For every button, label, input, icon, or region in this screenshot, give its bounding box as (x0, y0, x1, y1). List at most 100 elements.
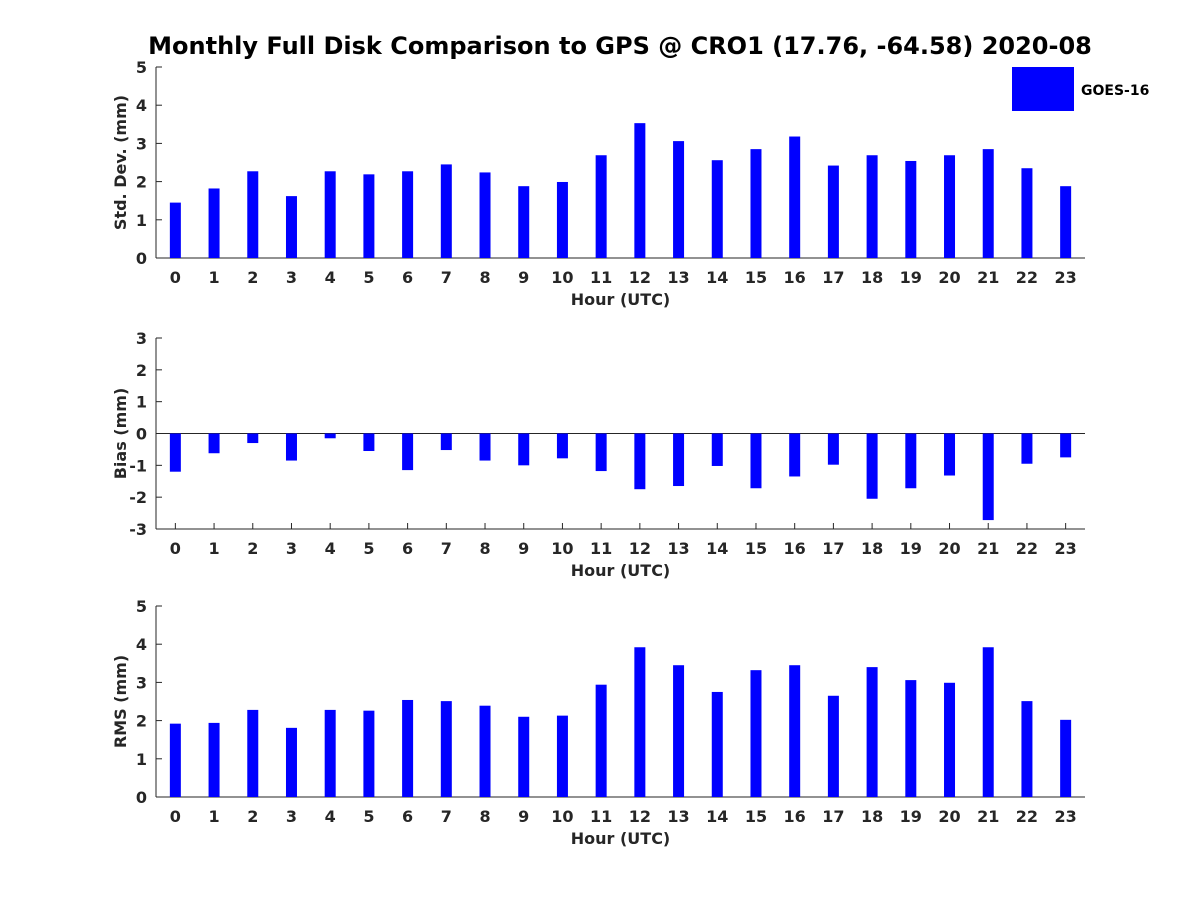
x-tick-label: 2 (247, 268, 258, 287)
x-tick-label: 15 (745, 539, 767, 558)
bar (944, 433, 956, 476)
bar (982, 647, 994, 797)
y-axis-label: RMS (mm) (111, 655, 130, 748)
bar (169, 723, 181, 797)
x-tick-label: 19 (900, 539, 922, 558)
x-tick-label: 5 (363, 807, 374, 826)
y-tick-label: 0 (136, 425, 147, 444)
bar (1021, 168, 1033, 258)
x-tick-label: 15 (745, 807, 767, 826)
x-tick-label: 20 (938, 539, 960, 558)
bar (673, 665, 685, 797)
x-tick-label: 18 (861, 268, 883, 287)
bar (827, 433, 839, 465)
x-tick-label: 2 (247, 539, 258, 558)
x-tick-label: 18 (861, 807, 883, 826)
y-tick-label: -1 (129, 456, 147, 475)
bar (169, 202, 181, 258)
y-tick-label: 0 (136, 249, 147, 268)
x-tick-label: 4 (325, 539, 336, 558)
x-tick-label: 6 (402, 807, 413, 826)
x-tick-label: 12 (629, 268, 651, 287)
bar (363, 174, 375, 258)
bar (285, 433, 297, 461)
x-tick-label: 13 (667, 539, 689, 558)
bar (789, 665, 801, 797)
x-tick-label: 21 (977, 268, 999, 287)
bar (905, 680, 917, 797)
x-tick-label: 1 (208, 268, 219, 287)
bar (247, 433, 259, 444)
y-tick-label: 4 (136, 96, 147, 115)
x-tick-label: 22 (1016, 539, 1038, 558)
bar (518, 433, 530, 466)
bar (944, 682, 956, 797)
y-tick-label: 2 (136, 361, 147, 380)
bar (1021, 701, 1033, 797)
y-tick-label: 3 (136, 329, 147, 348)
bar (595, 155, 607, 258)
y-tick-label: 3 (136, 673, 147, 692)
bar (1021, 433, 1033, 464)
x-tick-label: 22 (1016, 268, 1038, 287)
x-tick-label: 8 (479, 268, 490, 287)
y-tick-label: 1 (136, 211, 147, 230)
bar (1060, 186, 1072, 258)
x-tick-label: 16 (784, 807, 806, 826)
x-tick-label: 14 (706, 539, 728, 558)
x-axis-label: Hour (UTC) (571, 290, 671, 309)
y-tick-label: 1 (136, 393, 147, 412)
bar (905, 433, 917, 489)
x-tick-label: 1 (208, 807, 219, 826)
x-tick-label: 10 (551, 539, 573, 558)
bar (208, 433, 220, 454)
x-tick-label: 16 (784, 268, 806, 287)
chart-title: Monthly Full Disk Comparison to GPS @ CR… (148, 32, 1092, 60)
bar (363, 433, 375, 452)
x-tick-label: 10 (551, 268, 573, 287)
bar (402, 699, 414, 797)
bar (750, 433, 762, 489)
bar (711, 691, 723, 797)
x-axis-label: Hour (UTC) (571, 829, 671, 848)
x-tick-label: 9 (518, 268, 529, 287)
x-tick-label: 4 (325, 807, 336, 826)
bar (556, 433, 568, 459)
bar (595, 433, 607, 472)
x-tick-label: 9 (518, 539, 529, 558)
x-tick-label: 13 (667, 268, 689, 287)
bar (208, 188, 220, 258)
bar (634, 433, 646, 490)
y-tick-label: 2 (136, 712, 147, 731)
bar (518, 716, 530, 797)
x-tick-label: 8 (479, 539, 490, 558)
bar (634, 123, 646, 259)
bar (673, 141, 685, 258)
bar (944, 155, 956, 258)
bar (440, 433, 452, 451)
x-tick-label: 14 (706, 268, 728, 287)
bar (750, 149, 762, 258)
legend-label: GOES-16 (1081, 83, 1149, 99)
x-tick-label: 23 (1055, 268, 1077, 287)
x-tick-label: 23 (1055, 539, 1077, 558)
x-axis-label: Hour (UTC) (571, 561, 671, 580)
x-tick-label: 6 (402, 539, 413, 558)
x-tick-label: 0 (170, 268, 181, 287)
bar (1060, 433, 1072, 458)
bar (789, 433, 801, 477)
y-tick-label: 1 (136, 750, 147, 769)
x-tick-label: 8 (479, 807, 490, 826)
bar (866, 155, 878, 258)
y-axis-label: Std. Dev. (mm) (111, 95, 130, 230)
x-tick-label: 3 (286, 539, 297, 558)
x-tick-label: 5 (363, 268, 374, 287)
x-tick-label: 10 (551, 807, 573, 826)
bar (827, 165, 839, 258)
legend-swatch (1012, 67, 1074, 111)
bar (673, 433, 685, 487)
x-tick-label: 21 (977, 539, 999, 558)
x-tick-label: 11 (590, 539, 612, 558)
bar (595, 684, 607, 797)
y-tick-label: -3 (129, 520, 147, 539)
